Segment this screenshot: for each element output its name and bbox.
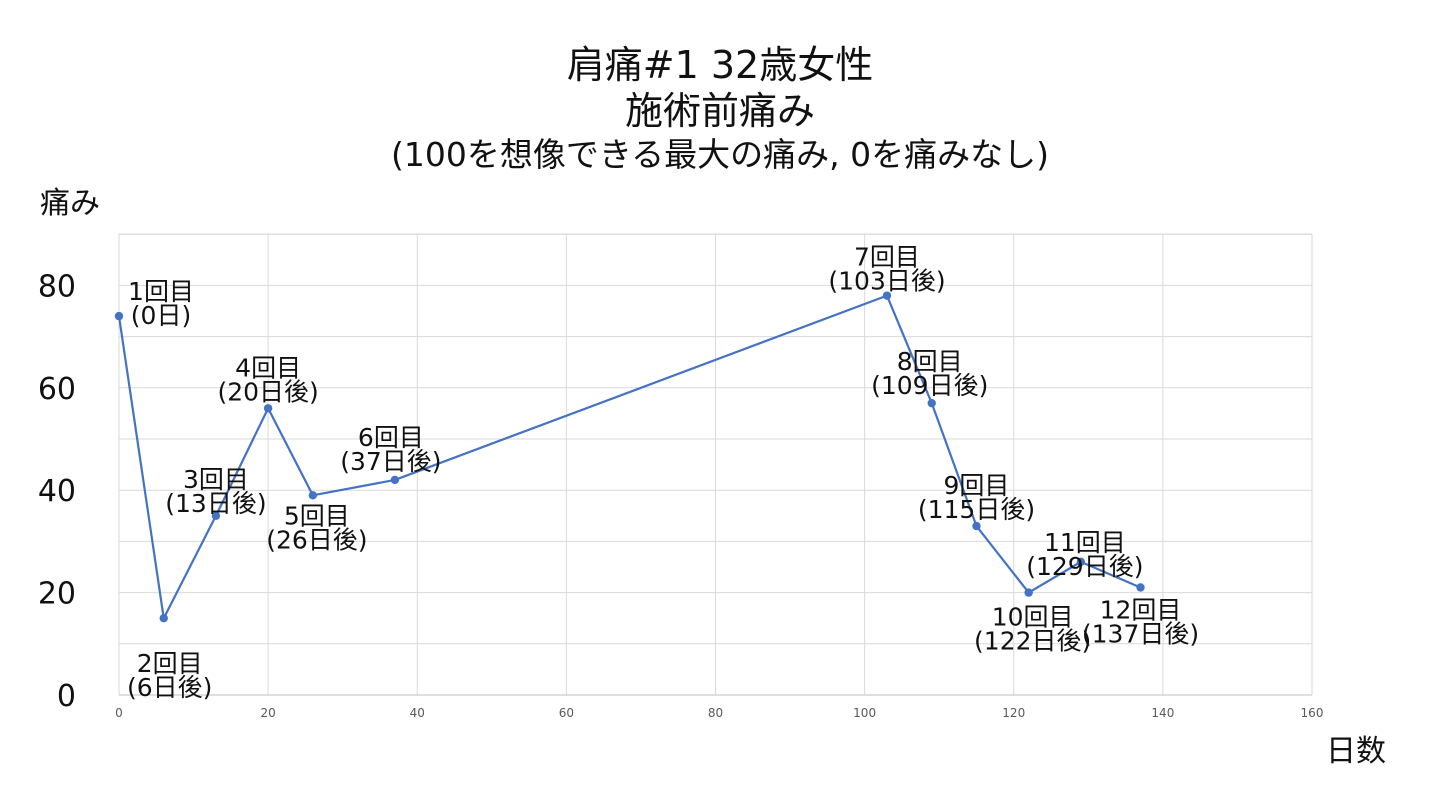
- data-label: 11回目(129日後): [1026, 528, 1143, 581]
- chart-note: (100を想像できる最大の痛み, 0を痛みなし): [390, 135, 1050, 174]
- x-tick-label: 120: [1002, 706, 1025, 720]
- data-point: [263, 404, 273, 413]
- data-label-day: (20日後): [217, 377, 318, 406]
- data-label-visit: 6回目: [358, 423, 424, 452]
- data-point: [1076, 557, 1086, 567]
- data-point: [211, 511, 221, 520]
- data-point: [308, 491, 318, 500]
- data-point: [927, 398, 936, 408]
- x-tick-label: 160: [1301, 706, 1324, 720]
- data-label-visit: 2回目: [137, 649, 203, 678]
- data-point: [1024, 588, 1033, 597]
- y-tick-label: 0: [57, 679, 76, 714]
- data-label-day: (129日後): [1026, 552, 1143, 581]
- data-label-day: (109日後): [871, 371, 988, 400]
- data-label-visit: 3回目: [183, 465, 249, 494]
- data-label-visit: 5回目: [284, 501, 350, 530]
- chart-title: 肩痛#1 32歳女性: [566, 43, 874, 87]
- data-label: 2回目(6日後): [127, 649, 212, 702]
- data-label: 5回目(26日後): [266, 501, 367, 554]
- data-label-day: (37日後): [340, 447, 441, 476]
- data-point: [972, 521, 981, 531]
- data-label-day: (26日後): [266, 525, 367, 554]
- data-point: [882, 291, 892, 300]
- data-label-day: (137日後): [1082, 619, 1199, 648]
- x-tick-label: 80: [708, 706, 723, 720]
- y-axis-label: 痛み: [40, 186, 100, 221]
- data-label-day: (103日後): [828, 267, 945, 296]
- data-label-day: (6日後): [127, 673, 212, 702]
- data-label-visit: 12回目: [1100, 595, 1182, 624]
- chart-subtitle: 施術前痛み: [624, 89, 815, 133]
- data-label: 7回目(103日後): [828, 243, 945, 296]
- y-tick-label: 20: [38, 577, 76, 612]
- data-label: 1回目(0日): [128, 277, 194, 330]
- data-label: 12回目(137日後): [1082, 595, 1199, 648]
- data-point: [1136, 583, 1145, 592]
- data-label-day: (122日後): [974, 627, 1091, 656]
- x-tick-label: 140: [1151, 706, 1174, 720]
- data-label: 6回目(37日後): [340, 423, 441, 476]
- y-tick-label: 80: [38, 269, 76, 304]
- x-tick-label: 20: [260, 706, 275, 720]
- series-line: [117, 294, 1141, 620]
- data-label-day: (115日後): [918, 495, 1035, 524]
- x-tick-label: 60: [559, 706, 574, 720]
- data-point: [114, 311, 124, 321]
- data-label: 10回目(122日後): [974, 603, 1091, 656]
- data-label: 8回目(109日後): [871, 347, 988, 400]
- data-label-day: (0日): [131, 301, 191, 330]
- x-tick-label: 100: [853, 706, 876, 720]
- data-label: 3回目(13日後): [165, 465, 266, 518]
- x-axis-label: 日数: [1326, 734, 1386, 769]
- x-tick-label: 40: [410, 706, 425, 720]
- data-label-visit: 10回目: [992, 603, 1074, 632]
- data-label-visit: 9回目: [944, 471, 1010, 500]
- data-label: 4回目(20日後): [217, 353, 318, 406]
- data-label-visit: 8回目: [897, 347, 963, 376]
- y-tick-label: 60: [38, 372, 76, 407]
- x-tick-label: 0: [115, 706, 123, 720]
- data-label-day: (13日後): [165, 489, 266, 518]
- data-label-visit: 7回目: [854, 243, 920, 272]
- data-label-visit: 1回目: [128, 277, 194, 306]
- data-point: [159, 614, 168, 623]
- y-tick-label: 40: [38, 474, 76, 509]
- data-label-visit: 11回目: [1044, 528, 1126, 557]
- data-point: [390, 475, 400, 485]
- data-label-visit: 4回目: [235, 353, 301, 382]
- data-label: 9回目(115日後): [918, 471, 1035, 524]
